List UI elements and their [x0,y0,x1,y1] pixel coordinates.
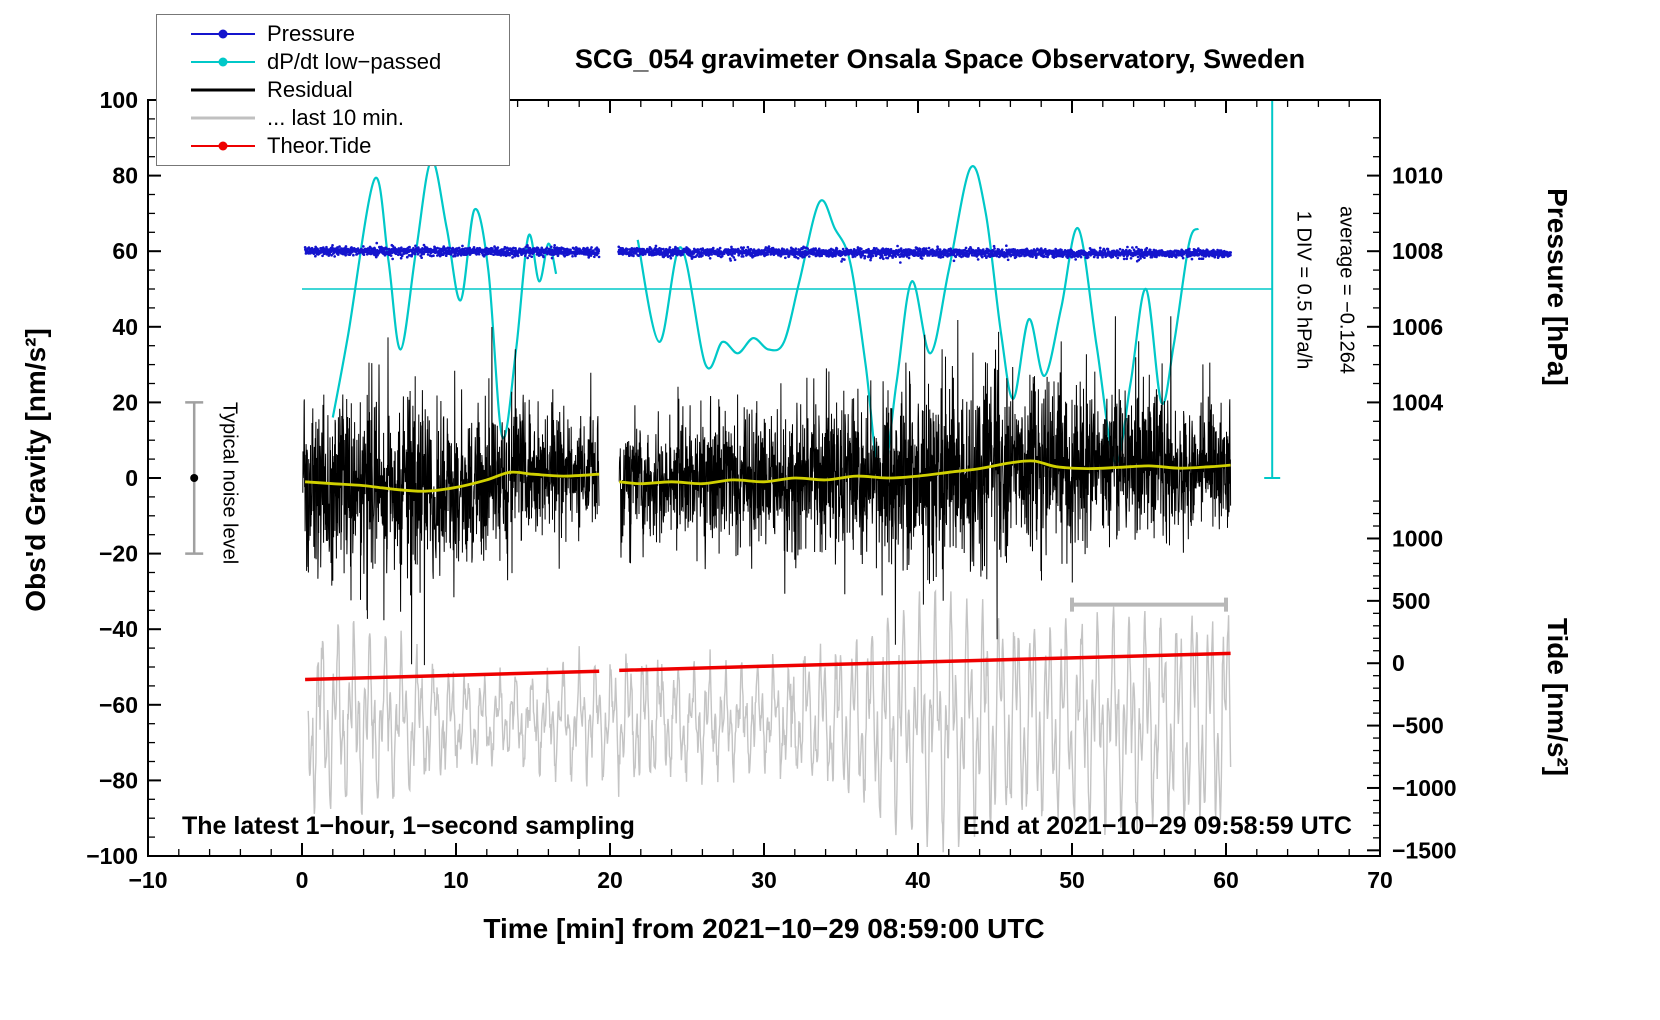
residual-smooth [619,459,1231,486]
legend-item-tide: Theor.Tide [157,133,509,160]
svg-text:−20: −20 [99,541,138,567]
pressure-dots [303,241,1232,264]
legend-label: Pressure [267,21,356,46]
legend-item-residual: Residual [157,77,509,104]
y-axis-label-gravity: Obs'd Gravity [nm/s²] [20,328,51,612]
residual-trace [618,316,1232,645]
svg-text:1000: 1000 [1392,525,1443,551]
legend-label: dP/dt low−passed [267,49,442,74]
dpdt-line-icon [191,56,255,68]
legend-label: ... last 10 min. [267,105,404,130]
svg-text:0: 0 [1392,650,1405,676]
svg-text:40: 40 [905,867,931,893]
average-annotation: average = −0.1264 [1335,206,1358,374]
svg-text:30: 30 [751,867,777,893]
residual-smooth [305,470,600,493]
svg-text:60: 60 [112,238,138,264]
svg-text:−60: −60 [99,692,138,718]
svg-text:70: 70 [1367,867,1393,893]
x-axis-label: Time [min] from 2021−10−29 08:59:00 UTC [483,913,1045,944]
legend-item-last10: ... last 10 min. [157,105,509,132]
svg-text:1010: 1010 [1392,163,1443,189]
pressure-line-icon [191,28,255,40]
legend-item-pressure: Pressure [157,21,509,48]
svg-text:0: 0 [125,465,138,491]
svg-text:1004: 1004 [1392,389,1443,415]
svg-text:20: 20 [597,867,623,893]
series-layer [302,159,1273,853]
svg-text:−1000: −1000 [1392,775,1457,801]
legend-item-dpdt: dP/dt low−passed [157,49,509,76]
theor-tide [619,651,1231,673]
svg-text:−80: −80 [99,767,138,793]
y-axis-label-tide: Tide [nm/s²] [1542,617,1573,777]
legend: Pressure dP/dt low−passed Residual ... l… [156,14,510,166]
noise-level-annotation: Typical noise level [218,401,241,565]
axes: −10 0 10 20 30 40 50 60 70−100−80−60−40−20020406… [86,87,1456,893]
theor-tide [305,669,600,682]
svg-text:−1500: −1500 [1392,837,1457,863]
noise-center-dot [190,474,199,482]
sampling-note: The latest 1−hour, 1−second sampling [182,812,635,840]
last10-trace [307,589,1232,853]
svg-text:500: 500 [1392,588,1430,614]
svg-text:50: 50 [1059,867,1085,893]
svg-text:−100: −100 [86,843,138,869]
svg-text:20: 20 [112,389,138,415]
svg-text:−500: −500 [1392,713,1444,739]
svg-text:10: 10 [443,867,469,893]
svg-text:1008: 1008 [1392,238,1443,264]
svg-text:0: 0 [296,867,309,893]
scale-bar-annotation: 1 DIV = 0.5 hPa/h [1292,210,1315,370]
legend-label: Theor.Tide [267,133,372,158]
dpdt-curve [331,159,558,440]
svg-text:100: 100 [100,87,138,113]
chart-title: SCG_054 gravimeter Onsala Space Observat… [574,44,1306,74]
tide-line-icon [191,140,255,152]
svg-text:40: 40 [112,314,138,340]
svg-text:−40: −40 [99,616,138,642]
svg-text:60: 60 [1213,867,1239,893]
legend-label: Residual [267,77,353,102]
last10-line-icon [191,112,255,124]
end-time-note: End at 2021−10−29 09:58:59 UTC [962,812,1352,840]
svg-text:80: 80 [112,163,138,189]
svg-text:1006: 1006 [1392,314,1443,340]
y-axis-label-pressure: Pressure [hPa] [1542,188,1573,386]
residual-line-icon [191,84,255,96]
svg-text:−10: −10 [128,867,167,893]
plot-border [147,99,1381,857]
